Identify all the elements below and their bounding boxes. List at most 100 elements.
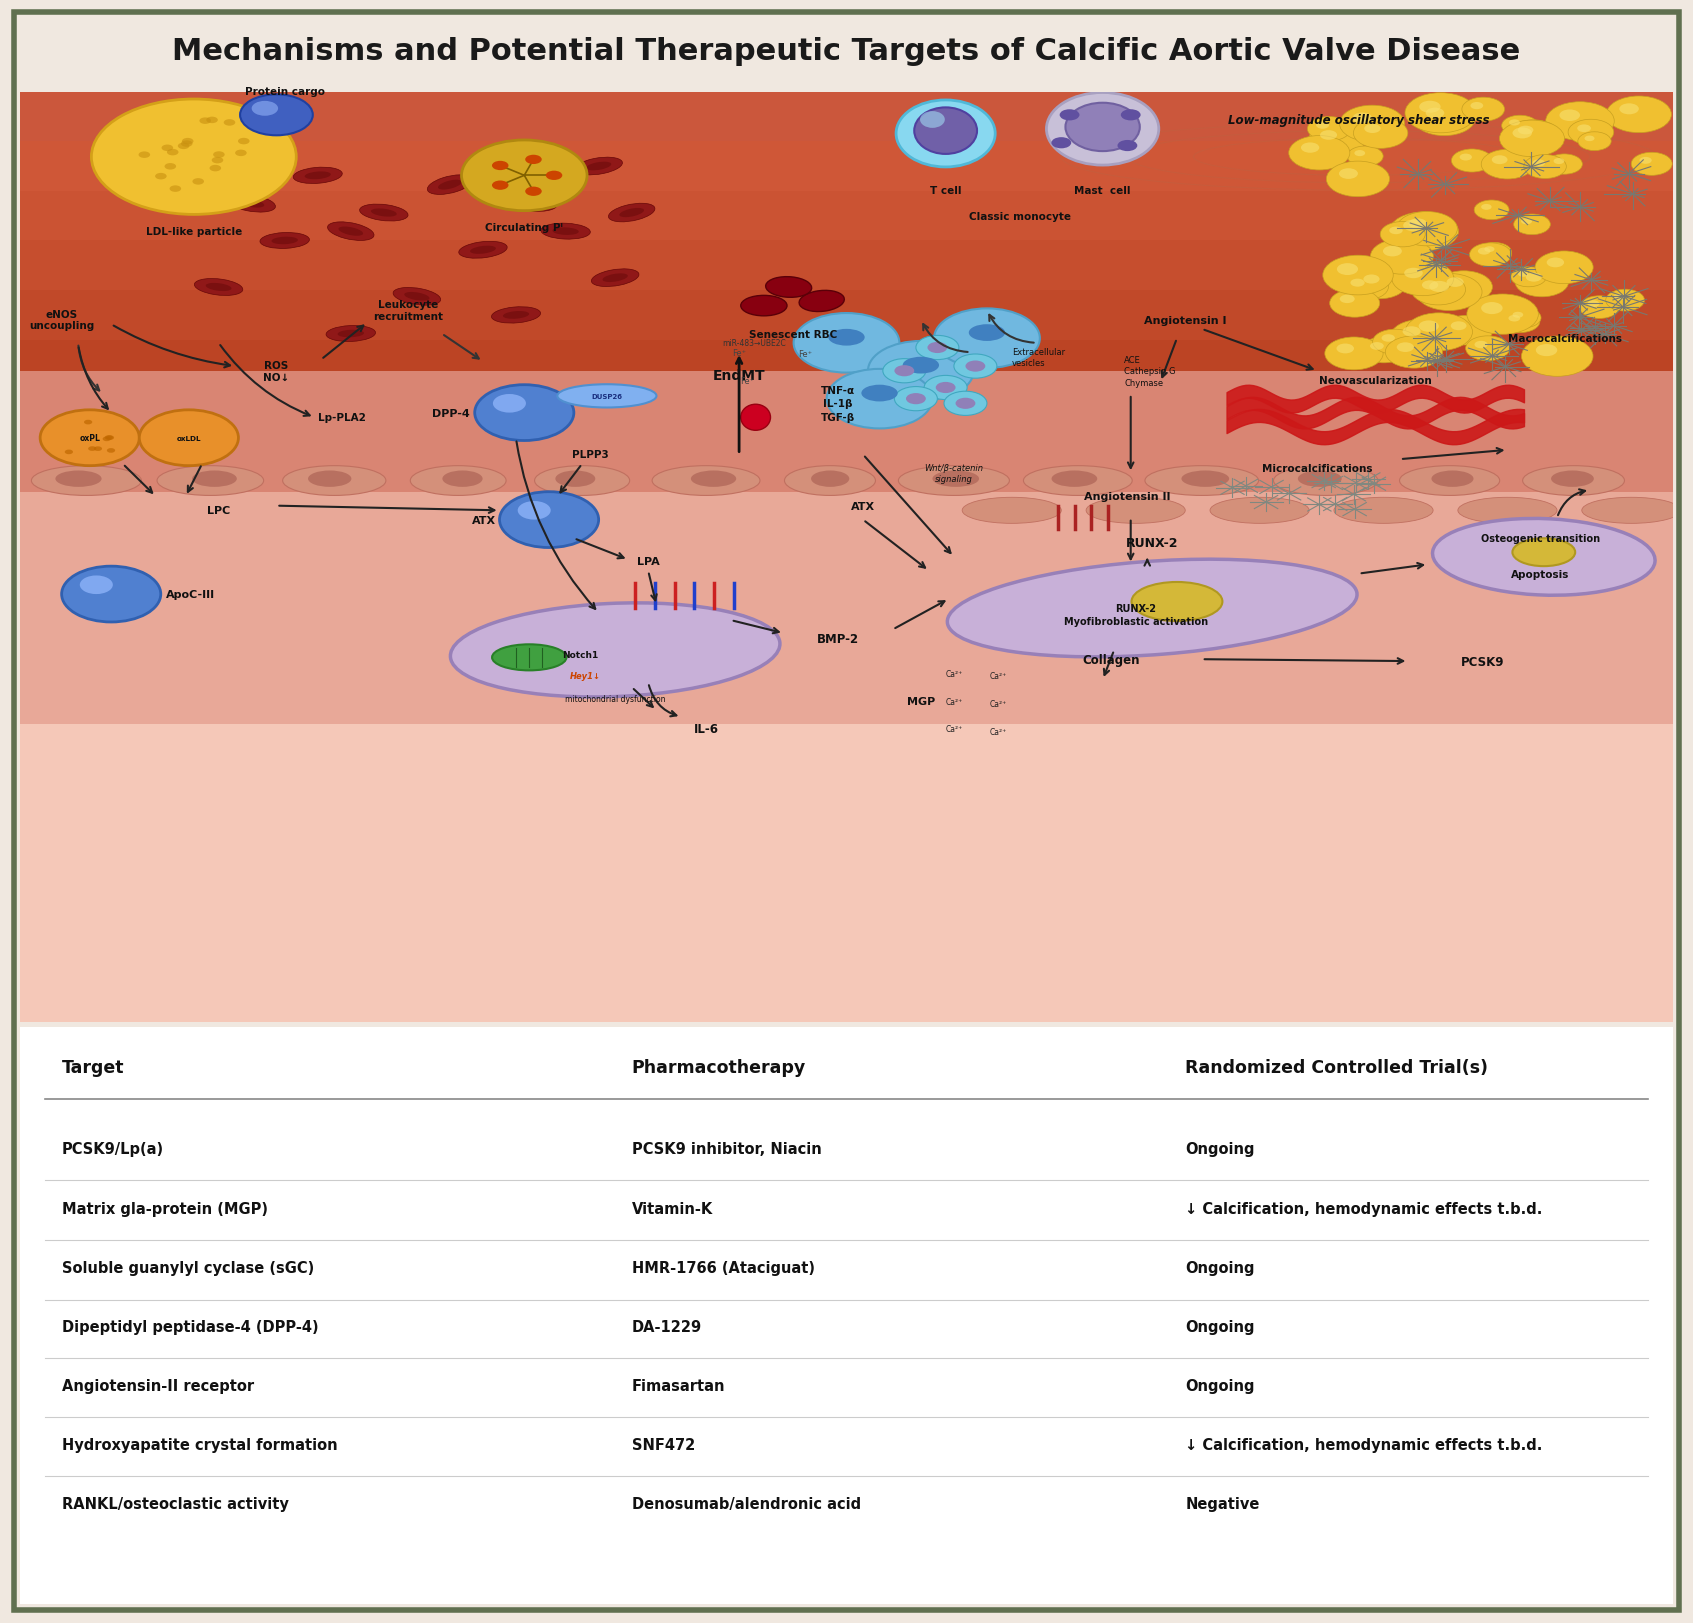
Text: LDL-like particle: LDL-like particle: [146, 227, 242, 237]
Ellipse shape: [652, 466, 760, 497]
Circle shape: [1500, 122, 1564, 157]
Ellipse shape: [540, 224, 591, 240]
Circle shape: [1605, 291, 1644, 312]
Circle shape: [518, 502, 550, 521]
Ellipse shape: [508, 196, 557, 213]
Text: Extracellular
vesicles: Extracellular vesicles: [1012, 347, 1065, 367]
Circle shape: [1481, 151, 1534, 180]
Circle shape: [493, 182, 508, 190]
Text: PLPP3: PLPP3: [572, 450, 609, 461]
Text: Circulating Pᴵ: Circulating Pᴵ: [486, 222, 564, 232]
Text: Senescent RBC: Senescent RBC: [750, 329, 838, 339]
Circle shape: [1514, 214, 1551, 235]
Ellipse shape: [765, 278, 811, 299]
Text: oxPL: oxPL: [80, 433, 100, 443]
Ellipse shape: [1522, 466, 1625, 497]
Ellipse shape: [1400, 466, 1500, 497]
Text: Collagen: Collagen: [1082, 654, 1139, 667]
Bar: [20, 341, 1673, 390]
Circle shape: [1578, 133, 1612, 151]
Circle shape: [1429, 282, 1449, 292]
Circle shape: [1414, 102, 1475, 136]
Ellipse shape: [742, 406, 770, 432]
Text: Ca²⁺: Ca²⁺: [990, 672, 1007, 682]
Text: BMP-2: BMP-2: [818, 633, 860, 646]
Circle shape: [1339, 295, 1354, 304]
Circle shape: [1578, 125, 1591, 133]
Ellipse shape: [438, 180, 462, 190]
Circle shape: [894, 365, 914, 377]
Ellipse shape: [1512, 539, 1574, 566]
Text: Macrocalcifications: Macrocalcifications: [1508, 334, 1622, 344]
Circle shape: [1405, 313, 1473, 352]
Circle shape: [1326, 338, 1383, 370]
Circle shape: [1522, 338, 1593, 377]
Circle shape: [1519, 271, 1529, 278]
Circle shape: [93, 446, 102, 451]
Text: LPA: LPA: [637, 557, 660, 566]
Circle shape: [1568, 120, 1613, 146]
Ellipse shape: [603, 274, 628, 282]
Circle shape: [1585, 136, 1595, 143]
Circle shape: [1502, 117, 1539, 136]
Text: miR-483→UBE2C: miR-483→UBE2C: [723, 339, 786, 349]
Text: PCSK9/Lp(a): PCSK9/Lp(a): [61, 1141, 164, 1156]
Circle shape: [181, 141, 193, 148]
Bar: [20, 725, 1673, 1022]
Circle shape: [1426, 109, 1444, 118]
Circle shape: [139, 411, 239, 466]
Circle shape: [105, 437, 113, 440]
Circle shape: [164, 164, 176, 170]
Ellipse shape: [410, 466, 506, 497]
Ellipse shape: [191, 471, 237, 487]
Bar: [20, 291, 1673, 341]
Ellipse shape: [471, 247, 496, 255]
Ellipse shape: [359, 204, 408, 222]
Circle shape: [1385, 336, 1442, 368]
Circle shape: [1383, 247, 1402, 258]
Circle shape: [525, 156, 542, 166]
Text: Pharmacotherapy: Pharmacotherapy: [631, 1058, 806, 1076]
Circle shape: [1365, 125, 1380, 135]
Circle shape: [1519, 127, 1534, 135]
Ellipse shape: [239, 200, 264, 208]
Ellipse shape: [337, 331, 364, 338]
Ellipse shape: [962, 498, 1062, 524]
Circle shape: [1390, 213, 1458, 252]
Circle shape: [1322, 256, 1393, 295]
Ellipse shape: [1087, 498, 1185, 524]
Text: RUNX-2
Myofibroblastic activation: RUNX-2 Myofibroblastic activation: [1063, 604, 1207, 626]
Circle shape: [1607, 97, 1671, 133]
Ellipse shape: [293, 169, 342, 185]
Circle shape: [1512, 128, 1532, 140]
Ellipse shape: [32, 466, 142, 497]
Ellipse shape: [157, 466, 264, 497]
Ellipse shape: [450, 604, 780, 698]
Text: Mast  cell: Mast cell: [1075, 185, 1131, 195]
Circle shape: [240, 96, 313, 136]
Ellipse shape: [1024, 466, 1133, 497]
Circle shape: [1510, 268, 1546, 287]
Circle shape: [545, 172, 562, 180]
Text: DA-1229: DA-1229: [631, 1319, 703, 1334]
Circle shape: [1461, 97, 1505, 122]
Text: Fe⁺: Fe⁺: [731, 349, 747, 357]
Circle shape: [493, 394, 527, 414]
Circle shape: [1446, 278, 1464, 287]
Bar: [20, 93, 1673, 143]
Circle shape: [1370, 240, 1434, 274]
Text: DUSP26: DUSP26: [591, 394, 623, 399]
Ellipse shape: [1065, 104, 1139, 153]
Text: Angiotensin-II receptor: Angiotensin-II receptor: [61, 1378, 254, 1393]
Circle shape: [1508, 120, 1520, 127]
Text: Wnt/β-catenin
signaling: Wnt/β-catenin signaling: [924, 464, 984, 484]
Ellipse shape: [271, 237, 298, 245]
Circle shape: [1121, 110, 1141, 122]
Circle shape: [1329, 291, 1380, 318]
Text: Mechanisms and Potential Therapeutic Targets of Calcific Aortic Valve Disease: Mechanisms and Potential Therapeutic Tar…: [173, 37, 1520, 65]
Circle shape: [1532, 161, 1546, 167]
Circle shape: [474, 385, 574, 441]
Ellipse shape: [799, 291, 845, 312]
Circle shape: [1373, 329, 1417, 355]
Ellipse shape: [948, 560, 1358, 657]
